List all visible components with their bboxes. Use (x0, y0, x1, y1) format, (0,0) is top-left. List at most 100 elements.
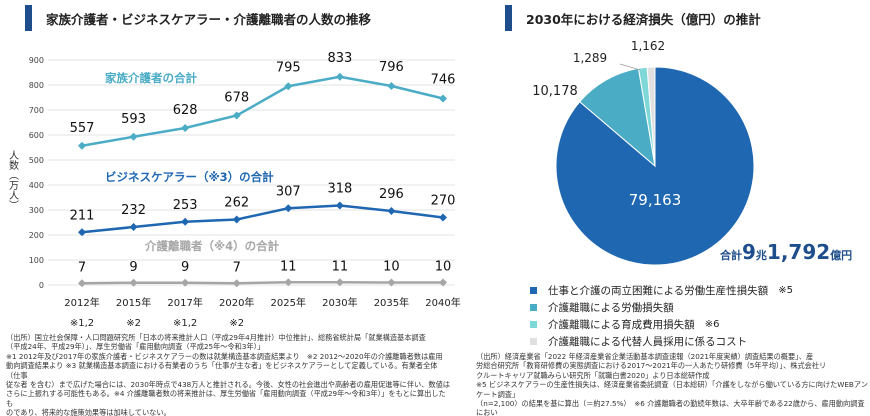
x-tick-label: 2020年 (219, 296, 254, 309)
data-label: 211 (70, 208, 95, 223)
right-source-notes: （出所）経済産業省「2022 年経済産業省企業活動基本調査速報（2021年度実績… (476, 352, 868, 416)
pie-value-label: 10,178 (532, 84, 578, 99)
data-label: 833 (327, 51, 352, 66)
data-label: 270 (431, 194, 456, 209)
data-point (284, 278, 293, 287)
legend-item: 仕事と介護の両立困難による労働生産性損失額 ※5 (530, 282, 793, 299)
data-point (335, 72, 344, 81)
x-tick-label: 2012年 (64, 296, 99, 309)
data-label: 307 (276, 184, 301, 199)
pie-value-label: 79,163 (629, 191, 682, 209)
data-point (232, 279, 241, 288)
data-label: 593 (121, 112, 146, 127)
y-axis-label: 人数（万人） (7, 150, 19, 210)
data-point (284, 82, 293, 91)
total-prefix: 合計 (720, 249, 742, 262)
data-point (181, 217, 190, 226)
line-chart: 0 100 200 300 400 500 600 700 800 900 人数（万人） 2012年 ※… (7, 51, 461, 329)
legend-swatch (530, 338, 537, 345)
legend-item: 介護離職による代替人員採用に係るコスト (530, 333, 793, 350)
header-accent-bar (505, 5, 512, 31)
x-tick-note: ※1,2 (70, 318, 94, 329)
data-label: 678 (224, 91, 249, 106)
data-label: 262 (224, 196, 249, 211)
data-point (78, 141, 86, 150)
pie-slice (646, 66, 656, 167)
header-accent-bar (25, 5, 32, 31)
x-tick-label: 2017年 (167, 296, 202, 309)
y-tick-label: 200 (29, 231, 44, 240)
y-tick-label: 600 (29, 131, 44, 140)
data-point (129, 132, 138, 141)
x-tick-label: 2035年 (374, 296, 409, 309)
series-line (81, 75, 444, 147)
data-point (129, 223, 138, 231)
legend-swatch (530, 321, 537, 328)
data-label: 232 (121, 203, 146, 218)
right-chart-title: 2030年における経済損失（億円）の推計 (526, 11, 761, 27)
data-point (439, 213, 447, 222)
data-point (387, 82, 396, 90)
data-label: 9 (129, 260, 137, 275)
data-label: 253 (173, 198, 198, 213)
pie-value-label: 1,162 (631, 39, 665, 53)
y-tick-label: 500 (29, 156, 44, 165)
left-source-notes: （出所）国立社会保障・人口問題研究所「日本の将来推計人口（平成29年4月推計）中… (6, 333, 450, 416)
series-line (81, 281, 443, 285)
pie-legend: 仕事と介護の両立困難による労働生産性損失額 ※5 介護離職による労働損失額 介護離職に… (530, 282, 793, 350)
legend-label: 介護離職による代替人員採用に係るコスト (548, 336, 748, 348)
legend-label: 介護離職による育成費用損失額 (548, 319, 695, 331)
x-tick-label: 2015年 (116, 296, 151, 309)
data-point (78, 228, 86, 237)
data-point (284, 204, 293, 213)
legend-note: ※5 (778, 285, 793, 296)
x-tick-label: 2030年 (322, 296, 357, 309)
data-point (439, 94, 447, 103)
data-point (335, 278, 344, 287)
leader-line (619, 63, 641, 71)
data-point (439, 278, 447, 287)
right-chart-header: 2030年における経済損失（億円）の推計 (505, 5, 761, 31)
data-label: 557 (70, 121, 95, 136)
x-tick-label: 2040年 (425, 296, 460, 309)
data-label: 11 (332, 259, 349, 274)
data-label: 10 (383, 260, 400, 275)
pie-slice (578, 67, 656, 168)
x-tick-note: ※2 (229, 318, 244, 329)
left-chart-header: 家族介護者・ビジネスケアラー・介護離職者の人数の推移 (25, 5, 371, 31)
data-point (335, 201, 344, 210)
series-name-label: ビジネスケアラー（※3）の合計 (105, 170, 274, 184)
data-label: 10 (435, 260, 452, 275)
series-name-label: 介護離職者（※4）の合計 (144, 239, 280, 253)
total-oku-value: 1,792 (766, 240, 831, 264)
data-label: 9 (181, 260, 189, 275)
data-label: 7 (233, 260, 241, 275)
data-point (232, 215, 241, 224)
left-chart-title: 家族介護者・ビジネスケアラー・介護離職者の人数の推移 (46, 11, 372, 27)
data-point (78, 279, 86, 288)
total-cho-unit: 兆 (755, 249, 767, 262)
data-point (129, 278, 138, 287)
legend-label: 仕事と介護の両立困難による労働生産性損失額 (548, 285, 769, 297)
total-cho-value: 9 (742, 240, 756, 264)
legend-item: 介護離職による育成費用損失額 ※6 (530, 316, 793, 333)
series-name-label: 家族介護者の合計 (105, 71, 197, 85)
data-point (387, 207, 396, 215)
pie-total: 合計9兆1,792億円 (720, 240, 852, 264)
x-tick-note: ※2 (126, 318, 141, 329)
data-label: 296 (379, 187, 404, 202)
y-tick-label: 800 (29, 81, 44, 90)
y-tick-label: 400 (29, 181, 44, 190)
data-point (232, 111, 241, 120)
legend-swatch (530, 287, 537, 294)
x-tick-label: 2025年 (271, 296, 306, 309)
data-label: 746 (431, 73, 456, 88)
data-label: 795 (276, 60, 301, 75)
x-tick-note: ※1,2 (173, 318, 197, 329)
pie-chart: 79,163 10,178 1,289 1,162 (532, 39, 755, 266)
y-tick-label: 700 (29, 106, 44, 115)
data-label: 318 (327, 182, 352, 197)
y-tick-label: 300 (29, 206, 44, 215)
legend-item: 介護離職による労働損失額 (530, 299, 793, 316)
